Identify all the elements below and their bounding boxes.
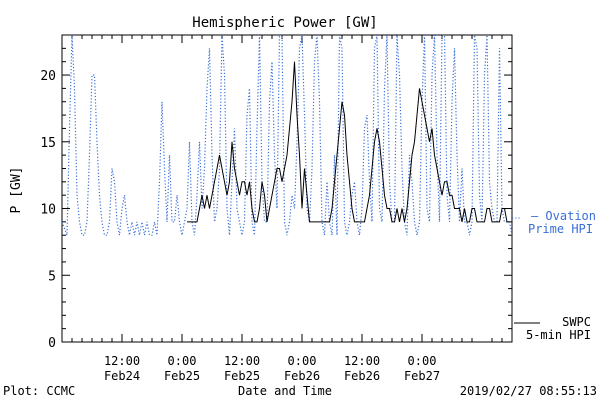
- ovation-prime-series-line: [62, 35, 512, 236]
- x-tick-time: 12:00: [224, 354, 260, 368]
- x-tick-time: 12:00: [344, 354, 380, 368]
- x-tick-date: Feb24: [104, 369, 140, 383]
- x-tick-date: Feb26: [284, 369, 320, 383]
- x-tick-time: 0:00: [408, 354, 437, 368]
- x-tick-time: 12:00: [104, 354, 140, 368]
- y-tick-label: 0: [48, 336, 56, 351]
- x-tick-time: 0:00: [288, 354, 317, 368]
- ovation-legend-line-1: — Ovation: [531, 209, 596, 223]
- y-tick-label: 20: [40, 69, 56, 84]
- chart-title: Hemispheric Power [GW]: [192, 15, 377, 31]
- plot-timestamp: 2019/02/27 08:55:13: [460, 384, 597, 398]
- y-tick-label: 5: [48, 269, 56, 284]
- swpc-series-line: [187, 61, 510, 223]
- x-tick-date: Feb25: [164, 369, 200, 383]
- swpc-legend-line-2: 5-min HPI: [526, 328, 591, 342]
- y-axis-label: P [GW]: [9, 167, 24, 214]
- ovation-legend-line-2: Prime HPI: [528, 222, 593, 236]
- swpc-legend-line-1: SWPC: [562, 315, 591, 329]
- plot-credit: Plot: CCMC: [3, 384, 75, 398]
- axes: 0510152012:00Feb240:00Feb2512:00Feb250:0…: [40, 34, 513, 383]
- y-tick-label: 15: [40, 136, 56, 151]
- x-tick-date: Feb27: [404, 369, 440, 383]
- plot-frame: [61, 34, 513, 343]
- x-tick-date: Feb26: [344, 369, 380, 383]
- series-layer: [62, 35, 512, 236]
- y-tick-label: 10: [40, 203, 56, 218]
- x-tick-date: Feb25: [224, 369, 260, 383]
- x-tick-time: 0:00: [168, 354, 197, 368]
- x-axis-label: Date and Time: [238, 384, 332, 398]
